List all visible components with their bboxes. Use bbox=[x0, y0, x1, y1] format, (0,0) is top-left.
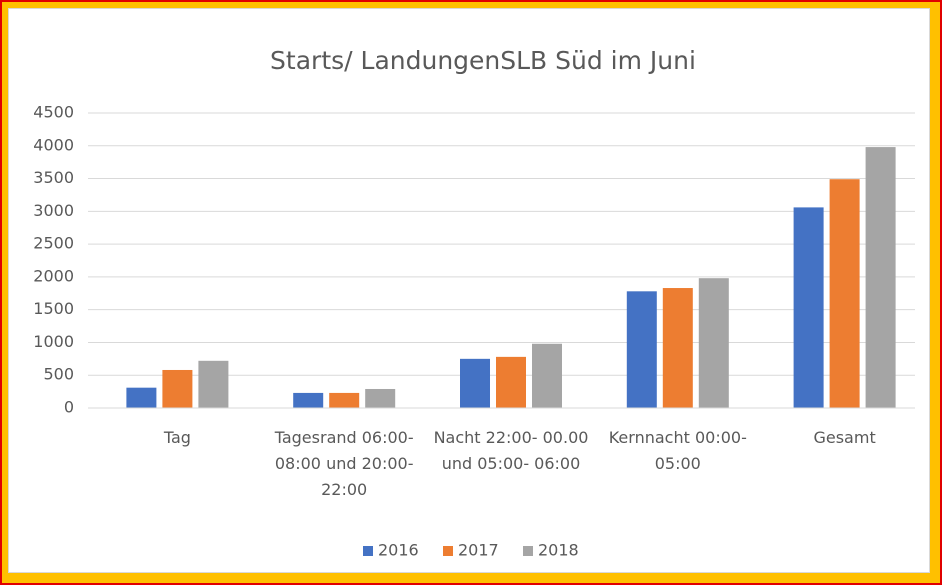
bar bbox=[198, 360, 229, 408]
legend-label: 2017 bbox=[458, 541, 499, 560]
bar bbox=[329, 392, 360, 408]
legend-swatch bbox=[363, 546, 373, 556]
x-tick-label: Gesamt bbox=[813, 428, 876, 447]
legend-swatch bbox=[443, 546, 453, 556]
y-tick-label: 2500 bbox=[33, 234, 74, 253]
bar bbox=[162, 369, 193, 408]
bar bbox=[662, 288, 693, 408]
y-tick-label: 2000 bbox=[33, 266, 74, 285]
bar bbox=[293, 392, 324, 408]
y-tick-label: 3000 bbox=[33, 201, 74, 220]
y-tick-label: 500 bbox=[43, 365, 74, 384]
bar bbox=[532, 343, 562, 408]
y-tick-label: 0 bbox=[64, 398, 74, 417]
y-tick-label: 4000 bbox=[33, 135, 74, 154]
chart-area bbox=[8, 8, 930, 573]
chart-title: Starts/ LandungenSLB Süd im Juni bbox=[270, 46, 696, 75]
bar bbox=[460, 358, 490, 408]
y-tick-label: 4500 bbox=[33, 103, 74, 122]
x-tick-label: Tagesrand 06:00- 08:00 und 20:00- 22:00 bbox=[274, 428, 414, 499]
bar bbox=[793, 207, 824, 408]
x-tick-label: Tag bbox=[163, 428, 191, 447]
bar bbox=[865, 147, 896, 409]
bar bbox=[365, 388, 396, 408]
y-tick-label: 1000 bbox=[33, 332, 74, 351]
x-tick-label: Kernnacht 00:00- 05:00 bbox=[608, 428, 747, 473]
y-tick-label: 1500 bbox=[33, 299, 74, 318]
bar bbox=[829, 179, 860, 408]
x-tick-label: Nacht 22:00- 00.00 und 05:00- 06:00 bbox=[433, 428, 589, 473]
legend-label: 2018 bbox=[538, 541, 579, 560]
bar bbox=[496, 356, 526, 408]
bar bbox=[126, 387, 157, 408]
legend-swatch bbox=[523, 546, 533, 556]
bar bbox=[626, 291, 657, 408]
y-tick-label: 3500 bbox=[33, 168, 74, 187]
legend-label: 2016 bbox=[378, 541, 419, 560]
bar bbox=[698, 278, 729, 408]
